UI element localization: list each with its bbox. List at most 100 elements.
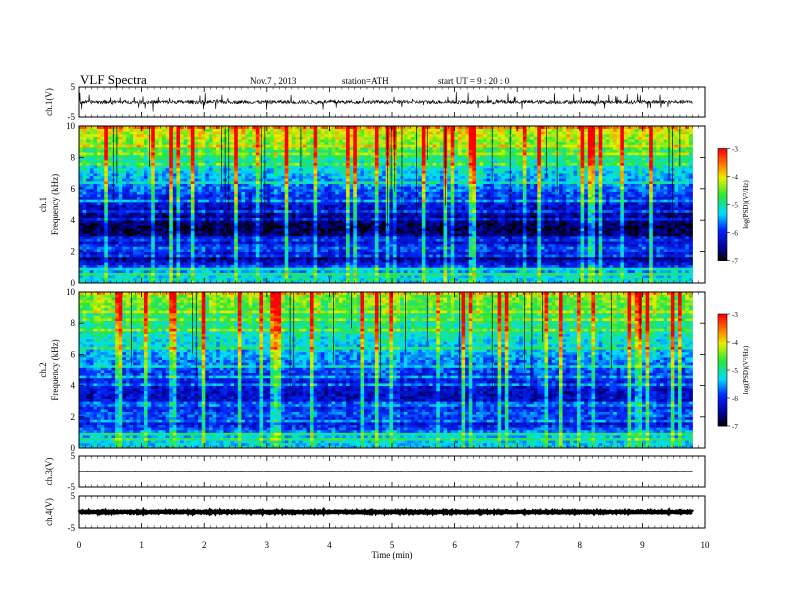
spectrogram-cell bbox=[371, 259, 375, 262]
spectrogram-cell bbox=[646, 249, 650, 252]
spectrogram-cell bbox=[595, 228, 599, 231]
spectrogram-cell bbox=[198, 215, 202, 218]
spectrogram-cell bbox=[126, 212, 130, 215]
spectrogram-cell bbox=[418, 270, 422, 273]
spectrogram-cell bbox=[223, 275, 227, 278]
spectrogram-cell bbox=[303, 225, 307, 228]
spectrogram-cell bbox=[86, 259, 90, 262]
spectrogram-cell bbox=[108, 228, 112, 231]
spectrogram-cell bbox=[104, 278, 108, 281]
spectrogram-cell bbox=[324, 273, 328, 276]
spectrogram-cell bbox=[158, 257, 162, 260]
spectrogram-cell bbox=[306, 246, 310, 249]
spectrogram-cell bbox=[277, 254, 281, 257]
spectrogram-cell bbox=[563, 231, 567, 234]
spectrogram-cell bbox=[209, 223, 213, 226]
spectrogram-cell bbox=[90, 252, 94, 255]
spectrogram-cell bbox=[577, 218, 581, 221]
spectrogram-cell bbox=[620, 246, 624, 249]
spectrogram-cell bbox=[83, 231, 87, 234]
spectrogram-cell bbox=[281, 273, 285, 276]
spectrogram-cell bbox=[133, 223, 137, 226]
spectrogram-cell bbox=[205, 267, 209, 270]
spectrogram-cell bbox=[169, 225, 173, 228]
spectrogram-cell bbox=[346, 246, 350, 249]
spectrogram-cell bbox=[213, 205, 217, 208]
spectrogram-cell bbox=[137, 223, 141, 226]
spectrogram-cell bbox=[563, 220, 567, 223]
spectrogram-cell bbox=[194, 231, 198, 234]
spectrogram-cell bbox=[386, 267, 390, 270]
spectrogram-cell bbox=[494, 265, 498, 268]
spectrogram-cell bbox=[671, 249, 675, 252]
spectrogram-cell bbox=[458, 246, 462, 249]
spectrogram-cell bbox=[324, 262, 328, 265]
spectrogram-cell bbox=[617, 262, 621, 265]
spectrogram-cell bbox=[213, 220, 217, 223]
spectrogram-cell bbox=[617, 254, 621, 257]
spectrogram-cell bbox=[498, 275, 502, 278]
spectrogram-cell bbox=[422, 223, 426, 226]
spectrogram-cell bbox=[324, 270, 328, 273]
spectrogram-cell bbox=[642, 220, 646, 223]
spectrogram-cell bbox=[332, 265, 336, 268]
spectrogram-cell bbox=[570, 210, 574, 213]
spectrogram-cell bbox=[404, 270, 408, 273]
spectrogram-cell bbox=[111, 267, 115, 270]
spectrogram-cell bbox=[263, 249, 267, 252]
spectrogram-cell bbox=[429, 225, 433, 228]
spectrogram-cell bbox=[584, 265, 588, 268]
spectrogram-cell bbox=[321, 273, 325, 276]
spectrogram-cell bbox=[624, 228, 628, 231]
spectrogram-cell bbox=[227, 267, 231, 270]
spectrogram-cell bbox=[664, 212, 668, 215]
spectrogram-cell bbox=[429, 275, 433, 278]
spectrogram-cell bbox=[184, 215, 188, 218]
spectrogram-cell bbox=[83, 207, 87, 210]
spectrogram-cell bbox=[252, 220, 256, 223]
spectrogram-cell bbox=[599, 262, 603, 265]
spectrogram-cell bbox=[389, 265, 393, 268]
spectrogram-cell bbox=[609, 244, 613, 247]
spectrogram-cell bbox=[563, 215, 567, 218]
spectrogram-cell bbox=[184, 265, 188, 268]
spectrogram-cell bbox=[545, 241, 549, 244]
spectrogram-cell bbox=[505, 252, 509, 255]
spectrogram-cell bbox=[231, 275, 235, 278]
spectrogram-cell bbox=[339, 252, 343, 255]
spectrogram-cell bbox=[498, 273, 502, 276]
spectrogram-cell bbox=[523, 249, 527, 252]
spectrogram-cell bbox=[534, 225, 538, 228]
spectrogram-cell bbox=[130, 220, 134, 223]
spectrogram-cell bbox=[656, 275, 660, 278]
spectrogram-cell bbox=[523, 246, 527, 249]
spectrogram-cell bbox=[223, 267, 227, 270]
spectrogram-cell bbox=[317, 252, 321, 255]
spectrogram-cell bbox=[660, 207, 664, 210]
spectrogram-cell bbox=[252, 270, 256, 273]
spectrogram-cell bbox=[267, 275, 271, 278]
spectrogram-cell bbox=[476, 218, 480, 221]
spectrogram-cell bbox=[494, 228, 498, 231]
spectrogram-cell bbox=[501, 231, 505, 234]
spectrogram-cell bbox=[541, 239, 545, 242]
spectrogram-cell bbox=[256, 249, 260, 252]
spectrogram-cell bbox=[581, 207, 585, 210]
spectrogram-cell bbox=[541, 257, 545, 260]
spectrogram-cell bbox=[274, 225, 278, 228]
spectrogram-cell bbox=[591, 254, 595, 257]
spectrogram-cell bbox=[169, 210, 173, 213]
spectrogram-cell bbox=[447, 244, 451, 247]
spectrogram-cell bbox=[472, 275, 476, 278]
spectrogram-cell bbox=[321, 249, 325, 252]
spectrogram-cell bbox=[689, 212, 693, 215]
spectrogram-cell bbox=[602, 278, 606, 281]
spectrogram-cell bbox=[382, 246, 386, 249]
spectrogram-cell bbox=[144, 241, 148, 244]
spectrogram-cell bbox=[555, 212, 559, 215]
spectrogram-cell bbox=[111, 259, 115, 262]
spectrogram-cell bbox=[346, 270, 350, 273]
spectrogram-cell bbox=[111, 233, 115, 236]
spectrogram-cell bbox=[443, 241, 447, 244]
spectrogram-cell bbox=[321, 218, 325, 221]
